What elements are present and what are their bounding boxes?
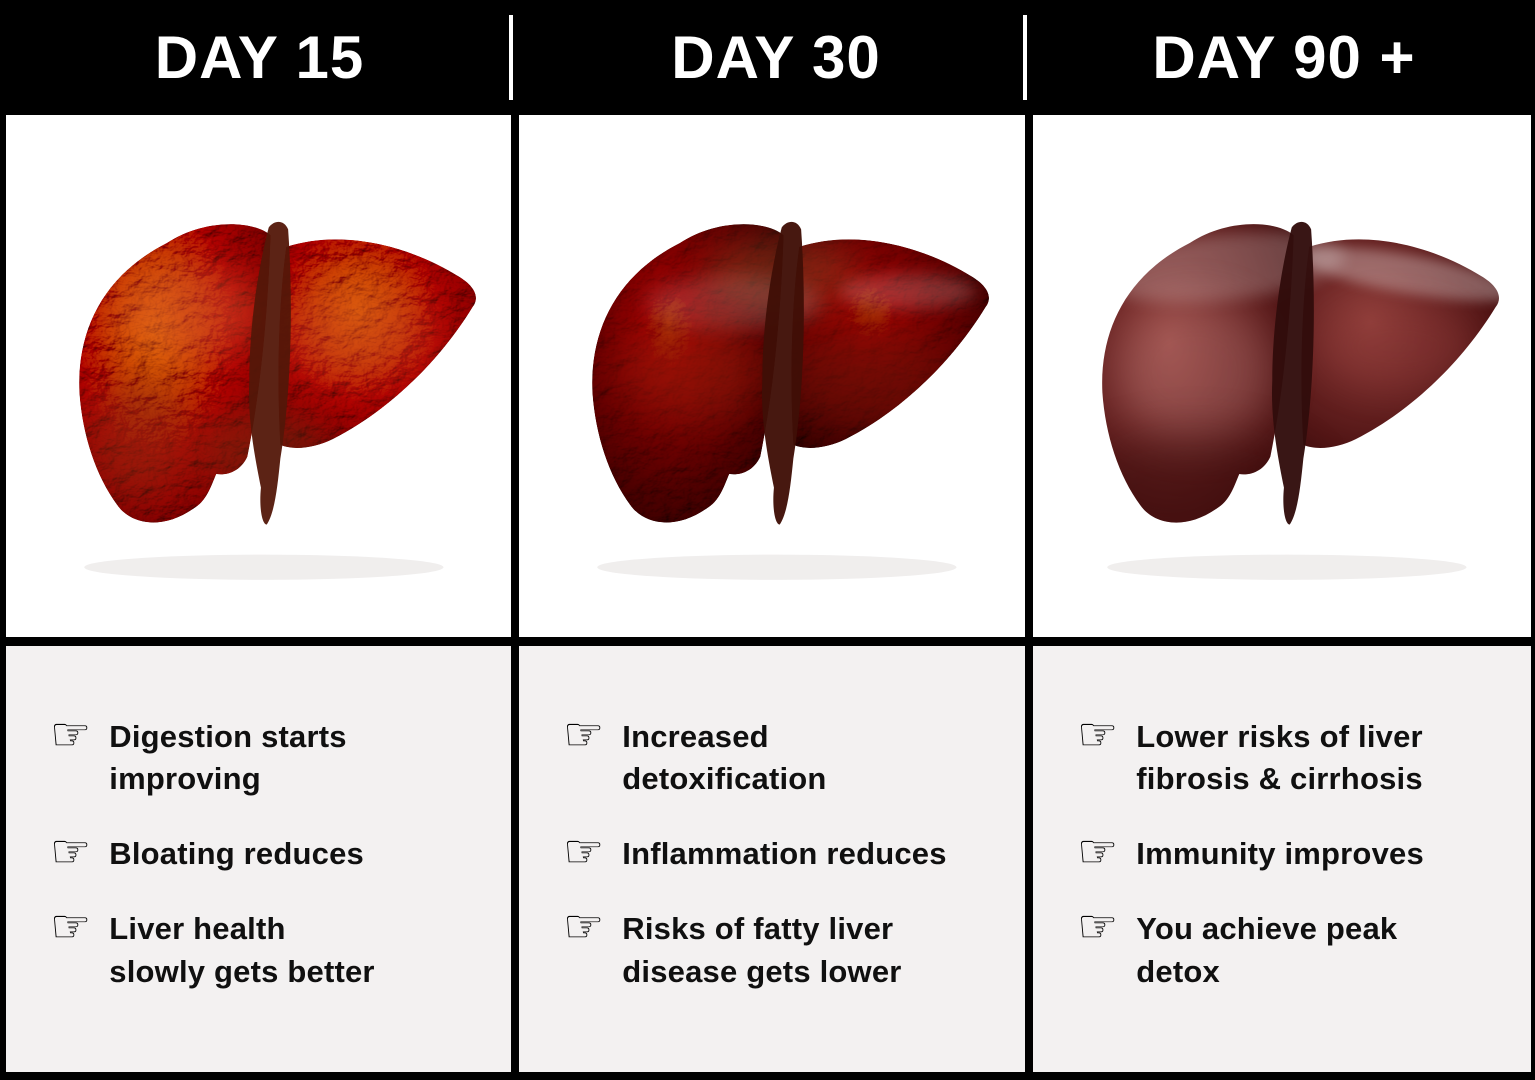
liver-image-cell-day-30: [519, 115, 1025, 637]
healthy-liver-icon: [1102, 221, 1499, 580]
pointing-hand-icon: ☞: [563, 824, 605, 879]
benefit-text: You achieve peak detox: [1136, 911, 1398, 989]
damaged-liver-icon: [78, 221, 476, 580]
liver-image-cell-day-90: [1033, 115, 1531, 637]
benefit-item: ☞ Lower risks of liver fibrosis & cirrho…: [1077, 711, 1507, 800]
benefits-list-day-30: ☞ Increased detoxification ☞ Inflammatio…: [563, 711, 1001, 993]
benefits-panel-day-90: ☞ Lower risks of liver fibrosis & cirrho…: [1033, 637, 1531, 1072]
benefits-list-day-90: ☞ Lower risks of liver fibrosis & cirrho…: [1077, 711, 1507, 993]
timeline-body: ☞ Digestion starts improving ☞ Bloating …: [0, 115, 1535, 1080]
benefit-text: Bloating reduces: [109, 836, 364, 872]
pointing-hand-icon: ☞: [50, 824, 92, 879]
benefit-text: Risks of fatty liver disease gets lower: [622, 911, 902, 989]
benefit-text: Liver health slowly gets better: [109, 911, 375, 989]
benefit-item: ☞ Bloating reduces: [50, 828, 487, 875]
header-day-15-label: DAY 15: [154, 24, 365, 91]
benefit-item: ☞ Liver health slowly gets better: [50, 903, 487, 992]
benefits-panel-day-15: ☞ Digestion starts improving ☞ Bloating …: [6, 637, 511, 1072]
benefit-text: Digestion starts improving: [109, 719, 347, 797]
liver-image-cell-day-15: [6, 115, 511, 637]
benefit-item: ☞ You achieve peak detox: [1077, 903, 1507, 992]
header-day-15: DAY 15: [0, 0, 519, 115]
benefit-item: ☞ Risks of fatty liver disease gets lowe…: [563, 903, 1001, 992]
pointing-hand-icon: ☞: [563, 899, 605, 954]
benefit-text: Increased detoxification: [622, 719, 827, 797]
column-day-30: ☞ Increased detoxification ☞ Inflammatio…: [519, 115, 1033, 1072]
timeline-header-row: DAY 15 DAY 30 DAY 90 +: [0, 0, 1535, 115]
benefit-text: Immunity improves: [1136, 836, 1424, 872]
column-day-15: ☞ Digestion starts improving ☞ Bloating …: [0, 115, 519, 1072]
pointing-hand-icon: ☞: [563, 707, 605, 761]
benefit-text: Inflammation reduces: [622, 836, 947, 872]
pointing-hand-icon: ☞: [1077, 899, 1119, 954]
benefit-item: ☞ Inflammation reduces: [563, 828, 1001, 875]
benefit-item: ☞ Immunity improves: [1077, 828, 1507, 875]
header-day-90-label: DAY 90 +: [1152, 24, 1416, 91]
recovering-liver-icon: [592, 221, 989, 580]
header-day-90: DAY 90 +: [1033, 0, 1535, 115]
pointing-hand-icon: ☞: [1077, 707, 1119, 761]
benefit-item: ☞ Digestion starts improving: [50, 711, 487, 800]
pointing-hand-icon: ☞: [50, 899, 92, 954]
benefit-item: ☞ Increased detoxification: [563, 711, 1001, 800]
benefits-panel-day-30: ☞ Increased detoxification ☞ Inflammatio…: [519, 637, 1025, 1072]
benefits-list-day-15: ☞ Digestion starts improving ☞ Bloating …: [50, 711, 487, 993]
pointing-hand-icon: ☞: [1077, 824, 1119, 879]
column-day-90: ☞ Lower risks of liver fibrosis & cirrho…: [1033, 115, 1535, 1072]
header-day-30-label: DAY 30: [671, 24, 881, 91]
benefit-text: Lower risks of liver fibrosis & cirrhosi…: [1136, 719, 1423, 797]
header-day-30: DAY 30: [519, 0, 1033, 115]
pointing-hand-icon: ☞: [50, 707, 92, 761]
